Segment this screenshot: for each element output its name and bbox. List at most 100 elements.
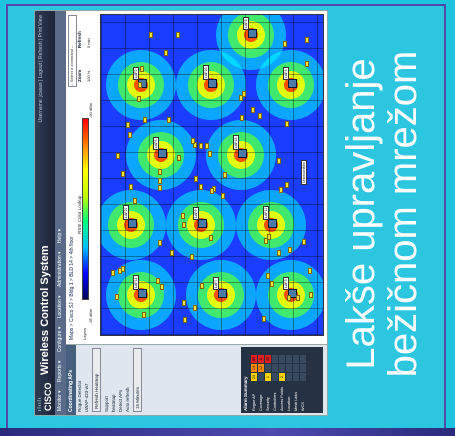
floor-heatmap[interactable]: LAP14 LAP7 LAP3 LAP21 LAP9 LAP11 LAP5 LAP18 LAP2… <box>100 14 324 336</box>
client-marker[interactable] <box>199 143 204 150</box>
alarm-count[interactable] <box>271 355 278 363</box>
menu-help[interactable]: Help ▾ <box>57 228 63 244</box>
alarm-row[interactable]: Rogue AP 23 14 90 <box>250 347 257 413</box>
menu-configure[interactable]: Configure ▾ <box>57 326 63 353</box>
alarm-count[interactable]: 3 <box>257 355 264 363</box>
client-marker[interactable] <box>258 113 263 120</box>
client-marker[interactable] <box>141 311 146 318</box>
access-point-icon[interactable] <box>158 149 167 158</box>
client-marker[interactable] <box>265 272 270 279</box>
access-point-icon[interactable] <box>238 149 247 158</box>
alarm-count[interactable] <box>271 364 278 372</box>
client-marker[interactable] <box>287 247 292 254</box>
client-marker[interactable] <box>148 32 153 39</box>
client-marker[interactable] <box>175 32 180 39</box>
sidebar-item[interactable]: Rogue Detector <box>77 380 82 412</box>
alarm-row[interactable]: Security 1 40 <box>264 347 271 413</box>
client-marker[interactable] <box>158 169 162 176</box>
alarm-count[interactable] <box>285 355 292 363</box>
access-point-icon[interactable] <box>128 219 137 228</box>
client-marker[interactable] <box>284 120 289 127</box>
alarm-count[interactable]: 1 <box>264 373 271 381</box>
client-marker[interactable] <box>158 177 163 184</box>
alarm-count[interactable]: 14 <box>250 364 257 372</box>
alarm-count[interactable]: 40 <box>264 355 271 363</box>
client-marker[interactable] <box>177 154 182 161</box>
client-marker[interactable] <box>208 150 213 157</box>
alarm-count[interactable] <box>292 373 299 381</box>
client-marker[interactable] <box>111 269 116 276</box>
client-marker[interactable] <box>170 249 175 256</box>
access-point-icon[interactable] <box>138 289 147 298</box>
alarm-count[interactable] <box>285 364 292 372</box>
client-marker[interactable] <box>277 157 282 164</box>
client-marker[interactable] <box>285 182 290 189</box>
client-marker[interactable] <box>277 250 282 257</box>
alarm-count[interactable] <box>299 364 306 372</box>
client-marker[interactable] <box>159 284 164 291</box>
alarm-count[interactable] <box>271 373 278 381</box>
refresh-interval-select[interactable]: 15 Minutes <box>133 348 142 412</box>
client-marker[interactable] <box>193 304 198 311</box>
access-point-icon[interactable] <box>208 79 217 88</box>
client-marker[interactable] <box>121 170 126 177</box>
client-marker[interactable] <box>199 282 204 289</box>
client-marker[interactable] <box>182 316 187 323</box>
client-marker[interactable] <box>163 50 168 57</box>
header-links[interactable]: Username: jcasas | Logout | Refresh | Pr… <box>38 15 44 123</box>
client-marker[interactable] <box>128 131 133 138</box>
client-marker[interactable] <box>137 96 142 103</box>
client-marker[interactable] <box>309 292 314 299</box>
alarm-row[interactable]: Controllers <box>271 347 278 413</box>
client-marker[interactable] <box>302 239 307 245</box>
breadcrumb[interactable]: Maps > Cisco SJ > Bldg 1 > BLD 14 > 4th … <box>69 236 75 340</box>
client-marker[interactable] <box>126 121 131 128</box>
alarm-count[interactable] <box>278 355 285 363</box>
client-marker[interactable] <box>138 81 143 88</box>
alarm-count[interactable]: 23 <box>250 373 257 381</box>
client-marker[interactable] <box>296 295 301 302</box>
alarm-row[interactable]: Access Points 2 <box>278 347 285 413</box>
client-marker[interactable] <box>157 185 162 192</box>
client-marker[interactable] <box>118 268 123 275</box>
client-marker[interactable] <box>182 299 187 306</box>
access-point-icon[interactable] <box>248 29 257 38</box>
menu-monitor[interactable]: Monitor ▾ <box>57 390 63 411</box>
client-marker[interactable] <box>158 239 163 246</box>
sidebar-item[interactable]: LWAP-423-w7 <box>84 383 89 412</box>
client-marker[interactable] <box>193 175 198 182</box>
zoom-select[interactable]: 100 % <box>86 70 91 82</box>
client-marker[interactable] <box>286 295 291 302</box>
alarm-count[interactable]: 12 <box>257 364 264 372</box>
alarm-count[interactable]: 90 <box>250 355 257 363</box>
client-marker[interactable] <box>142 117 147 124</box>
alarm-count[interactable] <box>292 364 299 372</box>
client-marker[interactable] <box>250 106 255 113</box>
alarm-count[interactable] <box>264 364 271 372</box>
client-marker[interactable] <box>208 235 213 242</box>
alarm-row[interactable]: Mesh Links <box>292 347 299 413</box>
client-marker[interactable] <box>198 183 203 190</box>
access-point-icon[interactable] <box>218 289 227 298</box>
client-marker[interactable] <box>132 197 137 204</box>
client-marker[interactable] <box>308 267 313 274</box>
alarm-count[interactable] <box>299 355 306 363</box>
client-marker[interactable] <box>304 61 309 68</box>
client-marker[interactable] <box>204 142 209 149</box>
alarm-row[interactable]: Location <box>285 347 292 413</box>
client-marker[interactable] <box>269 281 274 288</box>
alarm-count[interactable] <box>278 364 285 372</box>
client-marker[interactable] <box>240 114 245 121</box>
client-marker[interactable] <box>262 316 267 323</box>
alarm-count[interactable] <box>292 355 299 363</box>
client-marker[interactable] <box>191 138 196 145</box>
client-marker[interactable] <box>223 171 228 178</box>
menu-reports[interactable]: Reports ▾ <box>57 360 63 383</box>
client-marker[interactable] <box>115 152 120 159</box>
alarm-count[interactable] <box>285 373 292 381</box>
menu-location[interactable]: Location ▾ <box>57 295 63 319</box>
client-marker[interactable] <box>283 40 288 47</box>
client-marker[interactable] <box>239 94 244 101</box>
client-marker[interactable] <box>264 237 269 244</box>
client-marker[interactable] <box>155 278 160 285</box>
